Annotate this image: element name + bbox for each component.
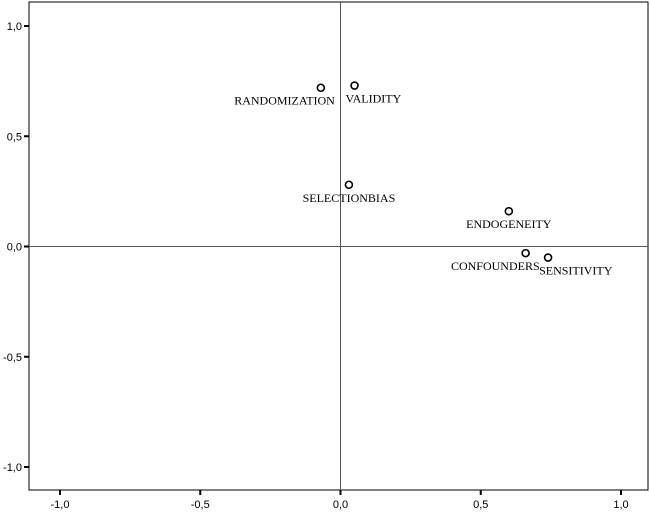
data-point [350,81,359,90]
data-point [504,206,514,216]
y-tick-label: 1,0 [7,21,22,33]
x-tick-label: -1,0 [51,499,70,511]
data-point-label: SELECTIONBIAS [303,191,396,205]
data-point-label: RANDOMIZATION [234,94,335,108]
data-point-label: VALIDITY [346,92,402,106]
data-point [344,180,354,190]
data-point-label: ENDOGENEITY [466,217,552,231]
data-point-label: CONFOUNDERS [451,259,540,273]
y-tick-label: 0,5 [7,131,22,143]
reference-lines-layer [29,2,648,490]
y-tick-label: -0,5 [3,352,22,364]
data-point [316,83,326,93]
x-tick-label: 0,5 [473,499,488,511]
ticks-layer: -1,0 -0,5 0,0 0,5 1,0 -1,0 -0,5 0,0 0,5 1,0 [3,21,629,511]
data-point-label: SENSITIVITY [539,264,613,278]
points-layer: RANDOMIZATION VALIDITY SELECTIONBIAS ENDOGE… [234,81,613,278]
y-tick-label: -1,0 [3,462,22,474]
y-tick-label: 0,0 [7,242,22,254]
x-tick-label: -0,5 [191,499,210,511]
x-tick-label: 1,0 [613,499,628,511]
data-point [543,253,553,262]
x-tick-label: 0,0 [333,499,348,511]
data-point [521,248,530,258]
